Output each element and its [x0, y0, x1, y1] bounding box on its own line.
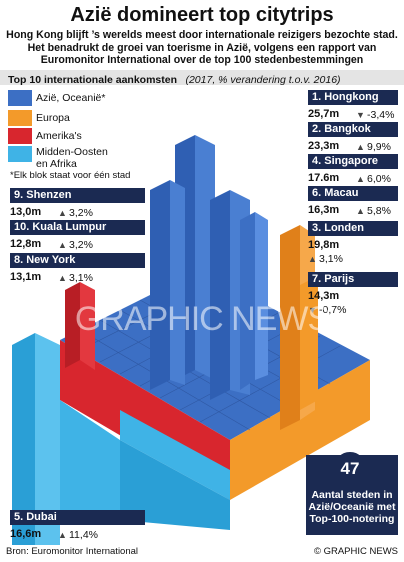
city-change: 5,8%: [367, 205, 391, 217]
tower: [170, 180, 185, 385]
city-change: -0,7%: [319, 304, 347, 316]
tower: [80, 282, 95, 370]
callout-number: 47: [340, 459, 360, 478]
city-label: 2. Bangkok: [308, 122, 398, 137]
legend-swatch: [8, 90, 32, 106]
city-change: 11,4%: [69, 529, 98, 541]
change-arrow: ▲: [58, 240, 67, 250]
tower: [150, 180, 170, 390]
city-value: 16,6m: [10, 528, 42, 540]
city-label: 10. Kuala Lumpur: [10, 220, 145, 235]
legend-swatch: [8, 146, 32, 162]
change-arrow: ▲: [58, 208, 67, 218]
city-value: 14,3m: [308, 290, 340, 302]
city-label: 3. Londen: [308, 221, 398, 236]
tower: [280, 225, 300, 430]
change-arrow: ▼: [308, 305, 317, 315]
base-front: [120, 410, 230, 500]
block: [120, 440, 230, 530]
city-label: 9. Shenzen: [10, 188, 145, 203]
city-label: 6. Macau: [308, 186, 398, 201]
tower: [12, 333, 35, 545]
city-value: 13,1m: [10, 271, 42, 283]
source: Bron: Euromonitor International: [6, 546, 139, 557]
title: Azië domineert top citytrips: [70, 4, 334, 26]
change-arrow: ▲: [58, 530, 67, 540]
band-note: (2017, % verandering t.o.v. 2016): [185, 74, 341, 86]
city-value: 19,8m: [308, 239, 340, 251]
city-label: 4. Singapore: [308, 154, 398, 169]
city-value: 23,3m: [308, 140, 340, 152]
band-title: Top 10 internationale aankomsten: [8, 74, 178, 86]
legend-swatch: [8, 110, 32, 126]
city-value: 25,7m: [308, 108, 340, 120]
credit: © GRAPHIC NEWS: [313, 546, 398, 557]
city-value: 12,8m: [10, 238, 42, 250]
change-arrow: ▲: [356, 142, 365, 152]
band: Top 10 internationale aankomsten (2017, …: [0, 70, 404, 86]
change-arrow: ▲: [58, 273, 67, 283]
tower: [300, 276, 318, 410]
subtitle: Hong Kong blijft ’s werelds meest door i…: [6, 29, 398, 66]
city-value: 17.6m: [308, 172, 340, 184]
watermark: GRAPHIC NEWS: [74, 300, 330, 338]
legend-label: Midden-Oosten en Afrika: [36, 146, 108, 170]
city-change: 6,0%: [367, 173, 391, 185]
legend-label: Amerika's: [36, 130, 82, 142]
change-arrow: ▲: [356, 206, 365, 216]
block: [60, 400, 120, 520]
city-label: 7. Parijs: [308, 272, 398, 287]
city-change: 9,9%: [367, 141, 391, 153]
change-arrow: ▼: [356, 110, 365, 120]
city-label: 5. Dubai: [10, 510, 145, 525]
tower: [210, 190, 230, 400]
change-arrow: ▲: [308, 254, 317, 264]
legend-swatch: [8, 128, 32, 144]
city-change: 3,1%: [69, 272, 93, 284]
tower: [65, 282, 80, 368]
city-change: 3,2%: [69, 207, 93, 219]
base-right: [230, 360, 370, 500]
callout: Aantal steden in Azië/Oceanië met Top-10…: [306, 455, 398, 535]
legend-label: Azië, Oceanië*: [36, 92, 106, 104]
legend-label: Europa: [36, 112, 70, 124]
city-change: 3,1%: [319, 253, 343, 265]
note: *Elk blok staat voor één stad: [10, 170, 131, 181]
tower: [35, 333, 60, 545]
callout-text: Aantal steden in Azië/Oceanië met Top-10…: [308, 489, 396, 525]
city-value: 13,0m: [10, 206, 42, 218]
city-change: -3,4%: [367, 109, 395, 121]
change-arrow: ▲: [356, 174, 365, 184]
tower: [240, 212, 255, 390]
tower: [255, 212, 268, 380]
city-label: 8. New York: [10, 253, 145, 268]
city-label: 1. Hongkong: [308, 90, 398, 105]
city-change: 3,2%: [69, 239, 93, 251]
city-value: 16,3m: [308, 204, 340, 216]
